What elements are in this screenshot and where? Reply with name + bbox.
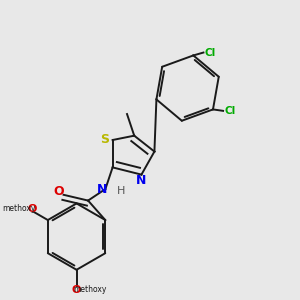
Text: methoxy: methoxy <box>2 204 36 213</box>
Text: Cl: Cl <box>205 47 216 58</box>
Text: O: O <box>72 285 81 295</box>
Text: N: N <box>136 175 147 188</box>
Text: S: S <box>100 133 109 146</box>
Text: O: O <box>53 185 64 198</box>
Text: N: N <box>97 182 107 196</box>
Text: Cl: Cl <box>224 106 236 116</box>
Text: O: O <box>28 204 37 214</box>
Text: H: H <box>117 186 125 196</box>
Text: methoxy: methoxy <box>73 286 106 295</box>
